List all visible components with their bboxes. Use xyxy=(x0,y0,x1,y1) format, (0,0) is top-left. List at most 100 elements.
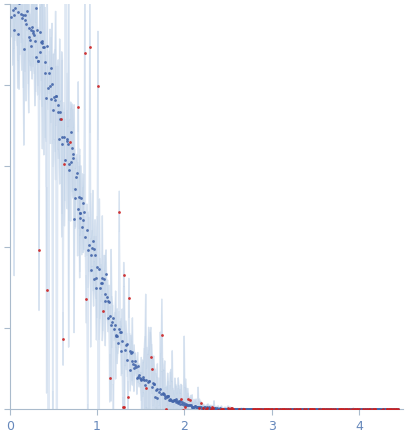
Point xyxy=(201,405,208,412)
Point xyxy=(207,404,213,411)
Point xyxy=(168,397,174,404)
Point xyxy=(41,44,47,51)
Point xyxy=(325,406,331,413)
Point xyxy=(363,406,370,413)
Point xyxy=(154,385,161,392)
Point xyxy=(130,361,136,368)
Point xyxy=(14,0,20,4)
Point xyxy=(351,406,358,413)
Point xyxy=(282,406,289,413)
Point xyxy=(294,406,300,413)
Point xyxy=(225,406,232,413)
Point xyxy=(334,406,341,413)
Point xyxy=(120,403,126,410)
Point xyxy=(39,39,45,46)
Point xyxy=(23,21,29,28)
Point xyxy=(32,37,38,44)
Point xyxy=(351,406,357,413)
Point xyxy=(298,406,304,413)
Point xyxy=(289,406,295,413)
Point xyxy=(241,406,247,413)
Point xyxy=(243,406,250,413)
Point xyxy=(144,425,151,432)
Point xyxy=(108,322,114,329)
Point xyxy=(52,97,58,104)
Point xyxy=(395,406,402,413)
Point xyxy=(91,246,98,253)
Point xyxy=(88,267,94,274)
Point xyxy=(310,406,316,413)
Point xyxy=(247,406,253,413)
Point xyxy=(117,328,123,335)
Point xyxy=(126,347,133,354)
Point xyxy=(210,405,216,412)
Point xyxy=(28,26,35,33)
Point xyxy=(285,406,291,413)
Point xyxy=(287,406,293,413)
Point xyxy=(140,375,146,382)
Point xyxy=(389,406,395,413)
Point xyxy=(263,406,270,413)
Point xyxy=(69,144,75,151)
Point xyxy=(329,406,335,413)
Point xyxy=(278,406,285,413)
Point xyxy=(393,406,399,413)
Point xyxy=(332,406,339,413)
Point xyxy=(322,406,328,413)
Point xyxy=(116,208,123,215)
Point xyxy=(346,406,352,413)
Point xyxy=(341,406,348,413)
Point xyxy=(92,251,98,258)
Point xyxy=(373,406,379,413)
Point xyxy=(143,384,150,391)
Point xyxy=(322,406,329,413)
Point xyxy=(109,319,115,326)
Point xyxy=(32,54,39,61)
Point xyxy=(11,27,18,34)
Point xyxy=(79,199,86,206)
Point xyxy=(100,307,106,314)
Point xyxy=(242,406,249,413)
Point xyxy=(42,69,48,76)
Point xyxy=(305,406,311,413)
Point xyxy=(164,392,170,399)
Point xyxy=(383,406,389,413)
Point xyxy=(234,406,241,413)
Point xyxy=(58,115,64,122)
Point xyxy=(302,406,308,413)
Point xyxy=(133,375,140,382)
Point xyxy=(118,347,125,354)
Point xyxy=(190,403,197,410)
Point xyxy=(75,103,81,110)
Point xyxy=(369,406,375,413)
Point xyxy=(19,14,26,21)
Point xyxy=(296,406,302,413)
Point xyxy=(76,194,82,201)
Point xyxy=(23,7,30,14)
Point xyxy=(385,406,392,413)
Point xyxy=(206,404,212,411)
Point xyxy=(236,406,243,413)
Point xyxy=(64,137,70,144)
Point xyxy=(243,406,249,413)
Point xyxy=(174,398,180,405)
Point xyxy=(276,406,283,413)
Point xyxy=(147,412,153,419)
Point xyxy=(137,374,143,381)
Point xyxy=(266,406,272,413)
Point xyxy=(258,406,265,413)
Point xyxy=(212,405,218,412)
Point xyxy=(221,405,227,412)
Point xyxy=(121,404,128,411)
Point xyxy=(169,398,175,405)
Point xyxy=(374,406,381,413)
Point xyxy=(357,406,363,413)
Point xyxy=(261,406,268,413)
Point xyxy=(287,406,293,413)
Point xyxy=(355,406,361,413)
Point xyxy=(51,94,57,101)
Point xyxy=(267,406,274,413)
Point xyxy=(310,406,317,413)
Point xyxy=(184,401,190,408)
Point xyxy=(136,372,142,379)
